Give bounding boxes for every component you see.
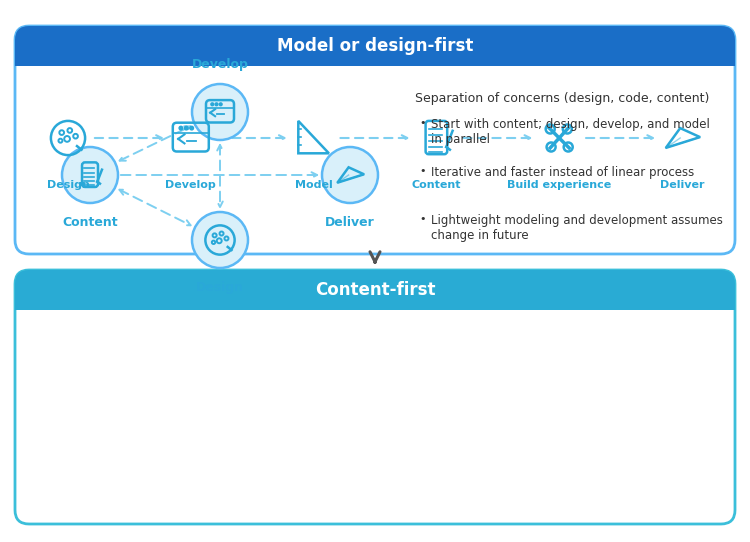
- Text: Design: Design: [196, 281, 244, 294]
- Text: Deliver: Deliver: [660, 180, 704, 190]
- Text: Start with content; design, develop, and model
in parallel: Start with content; design, develop, and…: [431, 118, 710, 146]
- Text: Deliver: Deliver: [326, 216, 375, 229]
- Text: Separation of concerns (design, code, content): Separation of concerns (design, code, co…: [415, 92, 710, 105]
- Text: Develop: Develop: [191, 58, 248, 71]
- Circle shape: [211, 103, 214, 106]
- FancyBboxPatch shape: [15, 270, 735, 310]
- Text: Model: Model: [295, 180, 332, 190]
- Text: •: •: [419, 214, 425, 224]
- Text: Design: Design: [46, 180, 89, 190]
- Text: Content: Content: [62, 216, 118, 229]
- Text: Build experience: Build experience: [507, 180, 611, 190]
- Circle shape: [62, 147, 118, 203]
- FancyBboxPatch shape: [15, 270, 735, 524]
- Bar: [15, 46, 735, 66]
- Text: Develop: Develop: [166, 180, 216, 190]
- Text: •: •: [419, 118, 425, 128]
- Circle shape: [190, 126, 194, 130]
- Text: Content: Content: [412, 180, 461, 190]
- FancyBboxPatch shape: [15, 26, 735, 254]
- Circle shape: [184, 126, 188, 130]
- Text: Model or design-first: Model or design-first: [277, 37, 473, 55]
- Text: Lightweight modeling and development assumes
change in future: Lightweight modeling and development ass…: [431, 214, 723, 242]
- Text: Content-first: Content-first: [315, 281, 435, 299]
- Circle shape: [179, 126, 183, 130]
- Circle shape: [192, 212, 248, 268]
- Circle shape: [322, 147, 378, 203]
- Circle shape: [215, 103, 218, 106]
- Text: Iterative and faster instead of linear process: Iterative and faster instead of linear p…: [431, 166, 694, 179]
- Bar: [15, 290, 735, 310]
- Circle shape: [192, 84, 248, 140]
- FancyBboxPatch shape: [15, 26, 735, 66]
- Circle shape: [219, 103, 222, 106]
- Text: •: •: [419, 166, 425, 176]
